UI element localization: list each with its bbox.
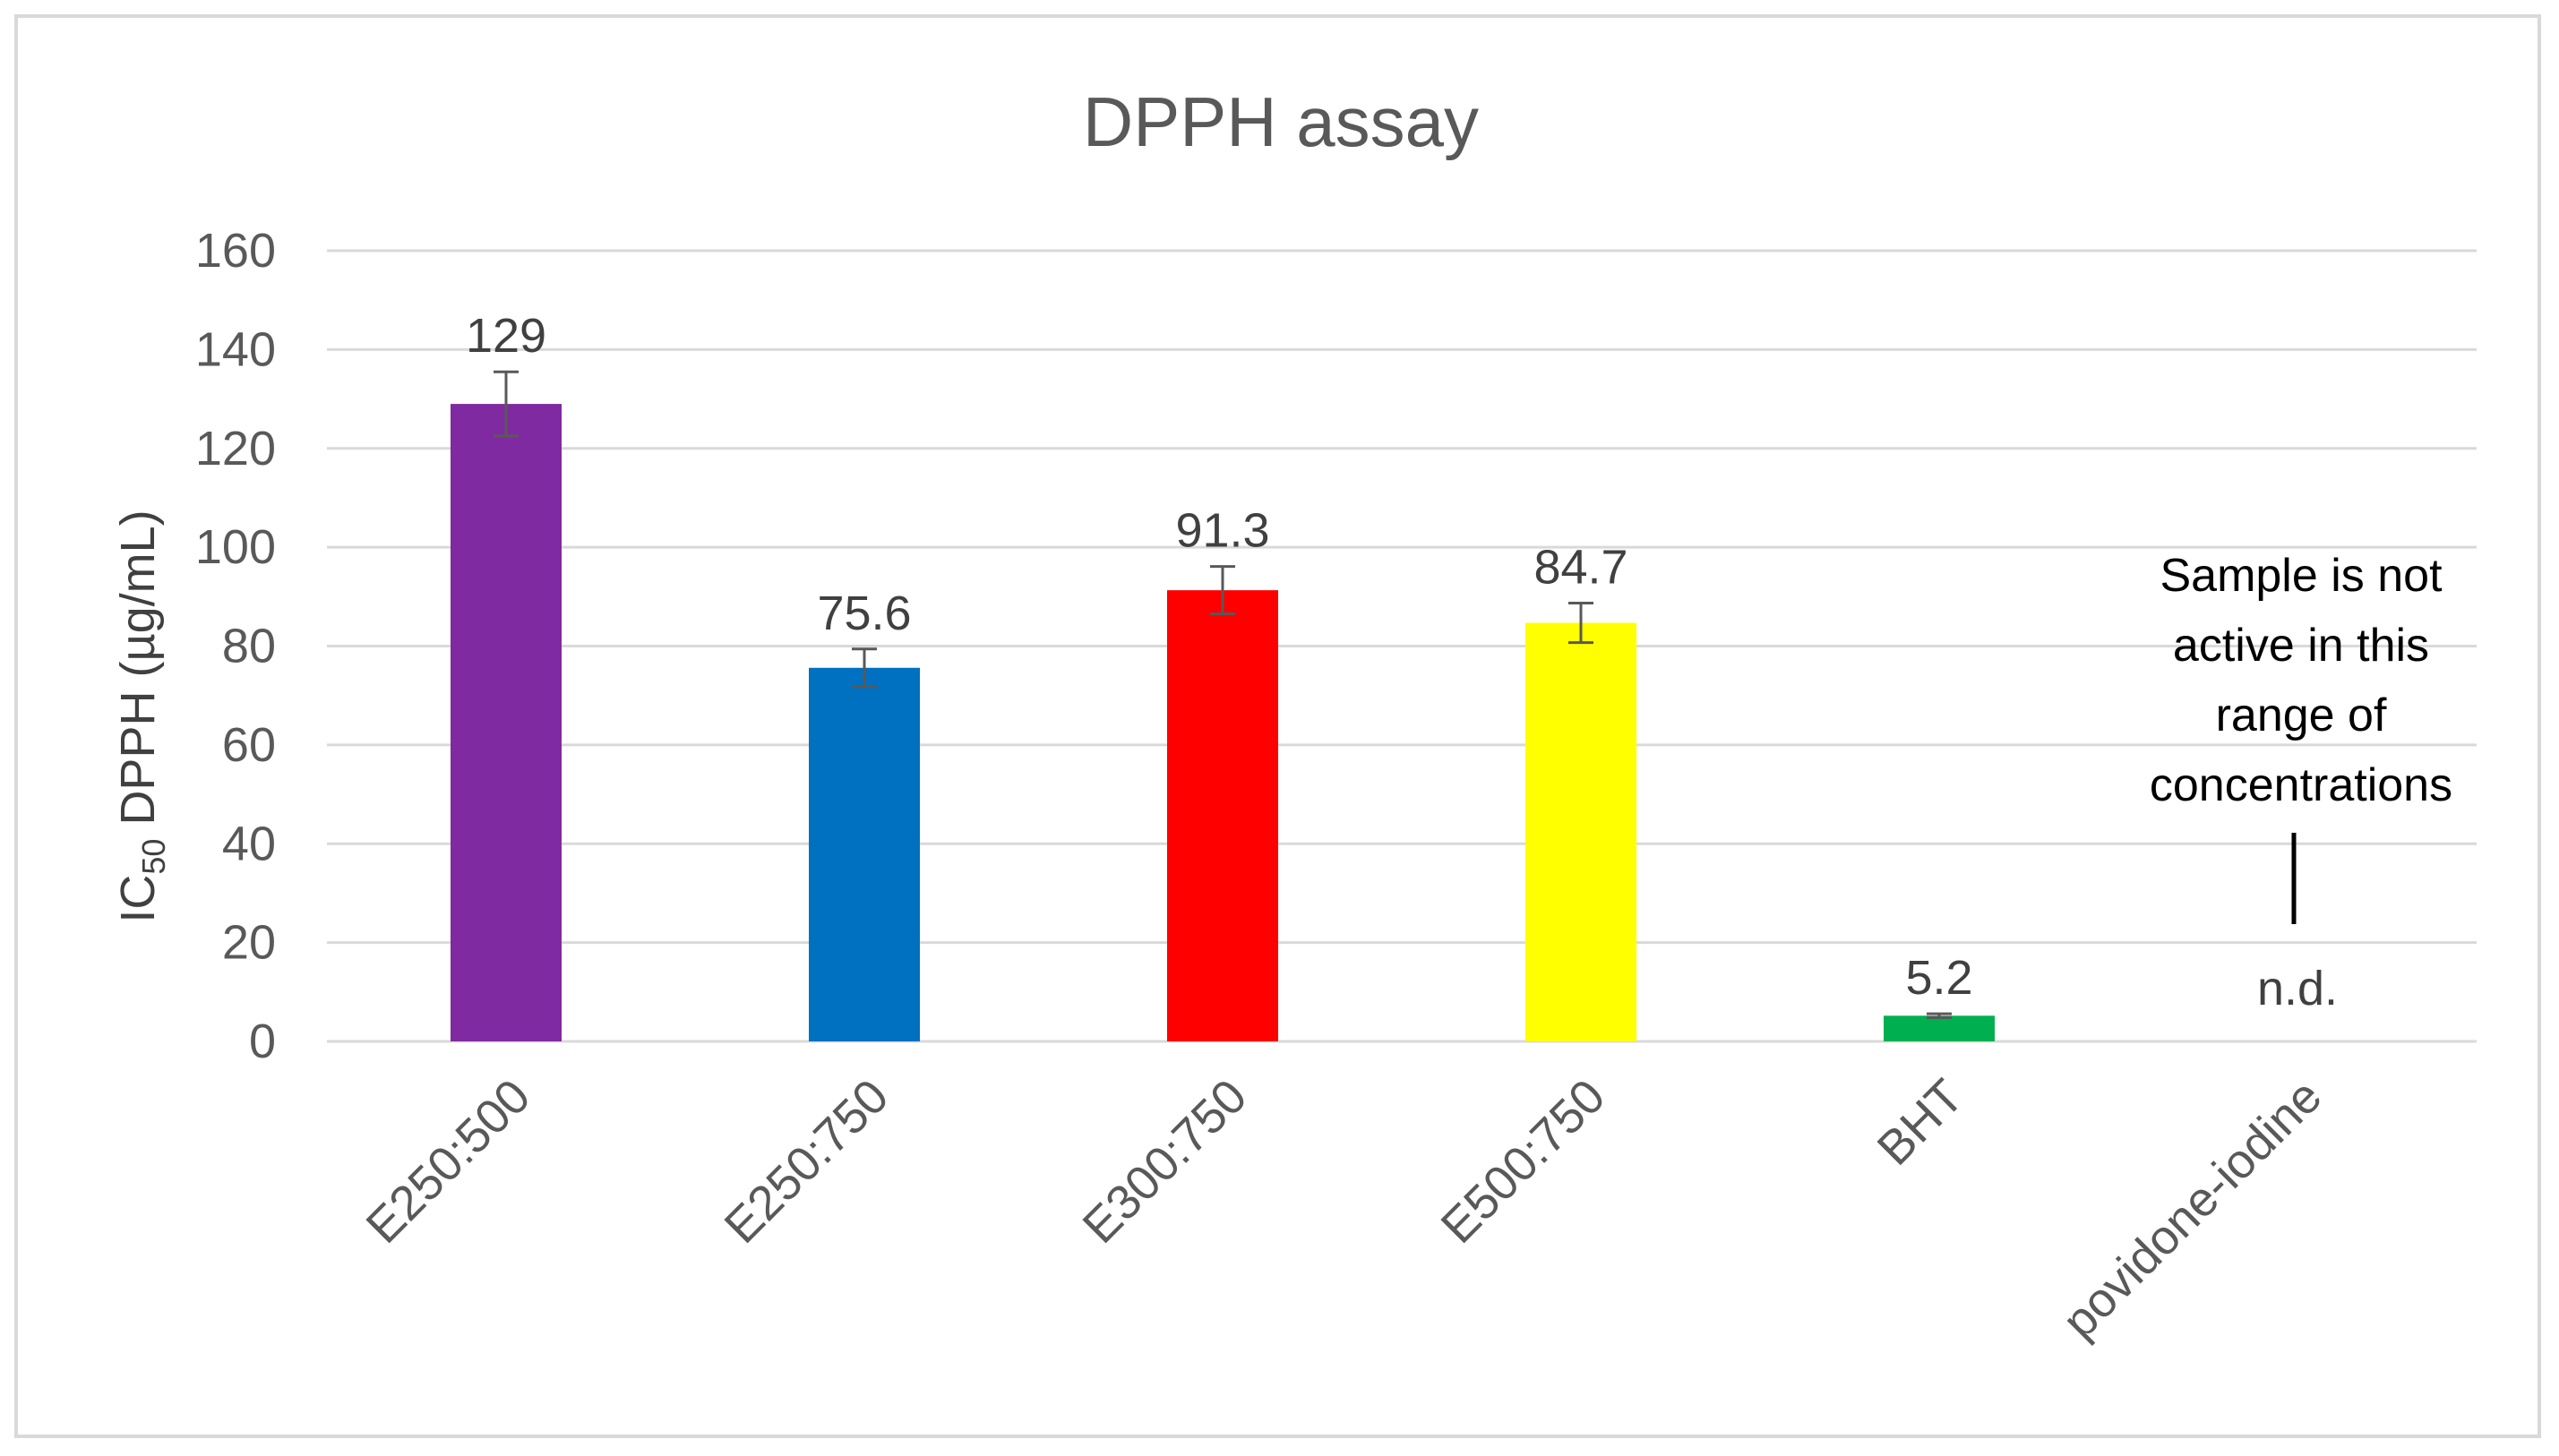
y-tick-label: 40 <box>222 817 276 870</box>
y-tick-label: 80 <box>222 620 276 673</box>
y-axis-label-subscript: 50 <box>135 839 172 875</box>
x-category-label: E250:750 <box>715 1069 899 1254</box>
y-tick-label: 120 <box>195 422 276 475</box>
x-category-label: E500:750 <box>1431 1069 1616 1254</box>
data-label: 91.3 <box>1175 504 1269 558</box>
y-tick-label: 100 <box>195 520 276 574</box>
x-category-label: E250:500 <box>356 1069 541 1254</box>
bar <box>451 404 562 1041</box>
bar <box>1884 1015 1995 1041</box>
x-axis-categories: E250:500 E250:750 E300:750 E500:750 BHT povid… <box>356 1069 2332 1349</box>
data-label: n.d. <box>2257 962 2338 1015</box>
y-tick-label: 20 <box>222 916 276 970</box>
y-axis-label-main: IC <box>111 875 165 923</box>
y-axis-label: IC50 DPPH (µg/mL) <box>111 510 172 922</box>
bar <box>1167 590 1278 1041</box>
data-label: 75.6 <box>817 587 911 640</box>
y-tick-label: 60 <box>222 718 276 772</box>
gridlines <box>327 249 2477 1043</box>
data-labels: 129 75.6 91.3 84.7 5.2 n.d. <box>466 309 2338 1015</box>
x-category-label: BHT <box>1868 1069 1974 1176</box>
bars <box>451 404 1995 1041</box>
y-tick-label: 140 <box>195 322 276 376</box>
y-axis-label-rest: DPPH (µg/mL) <box>111 510 165 838</box>
y-axis-ticks: 0 20 40 60 80 100 120 140 160 <box>195 224 276 1068</box>
bar <box>809 667 920 1041</box>
annotation-line: Sample is not <box>2160 550 2443 602</box>
bar <box>1525 622 1636 1041</box>
data-label: 129 <box>466 309 546 363</box>
x-category-label: povidone-iodine <box>2052 1069 2331 1349</box>
data-label: 5.2 <box>1905 951 1972 1005</box>
error-bars <box>494 370 1952 1020</box>
annotation-line: active in this <box>2173 620 2429 672</box>
y-tick-label: 0 <box>249 1015 276 1068</box>
annotation: Sample is not active in this range of conce… <box>2150 550 2452 924</box>
data-label: 84.7 <box>1533 540 1627 594</box>
x-category-label: E300:750 <box>1073 1069 1258 1254</box>
annotation-line: range of <box>2216 689 2387 741</box>
annotation-line: concentrations <box>2150 759 2452 811</box>
chart-title: DPPH assay <box>1083 82 1479 161</box>
y-tick-label: 160 <box>195 224 276 278</box>
